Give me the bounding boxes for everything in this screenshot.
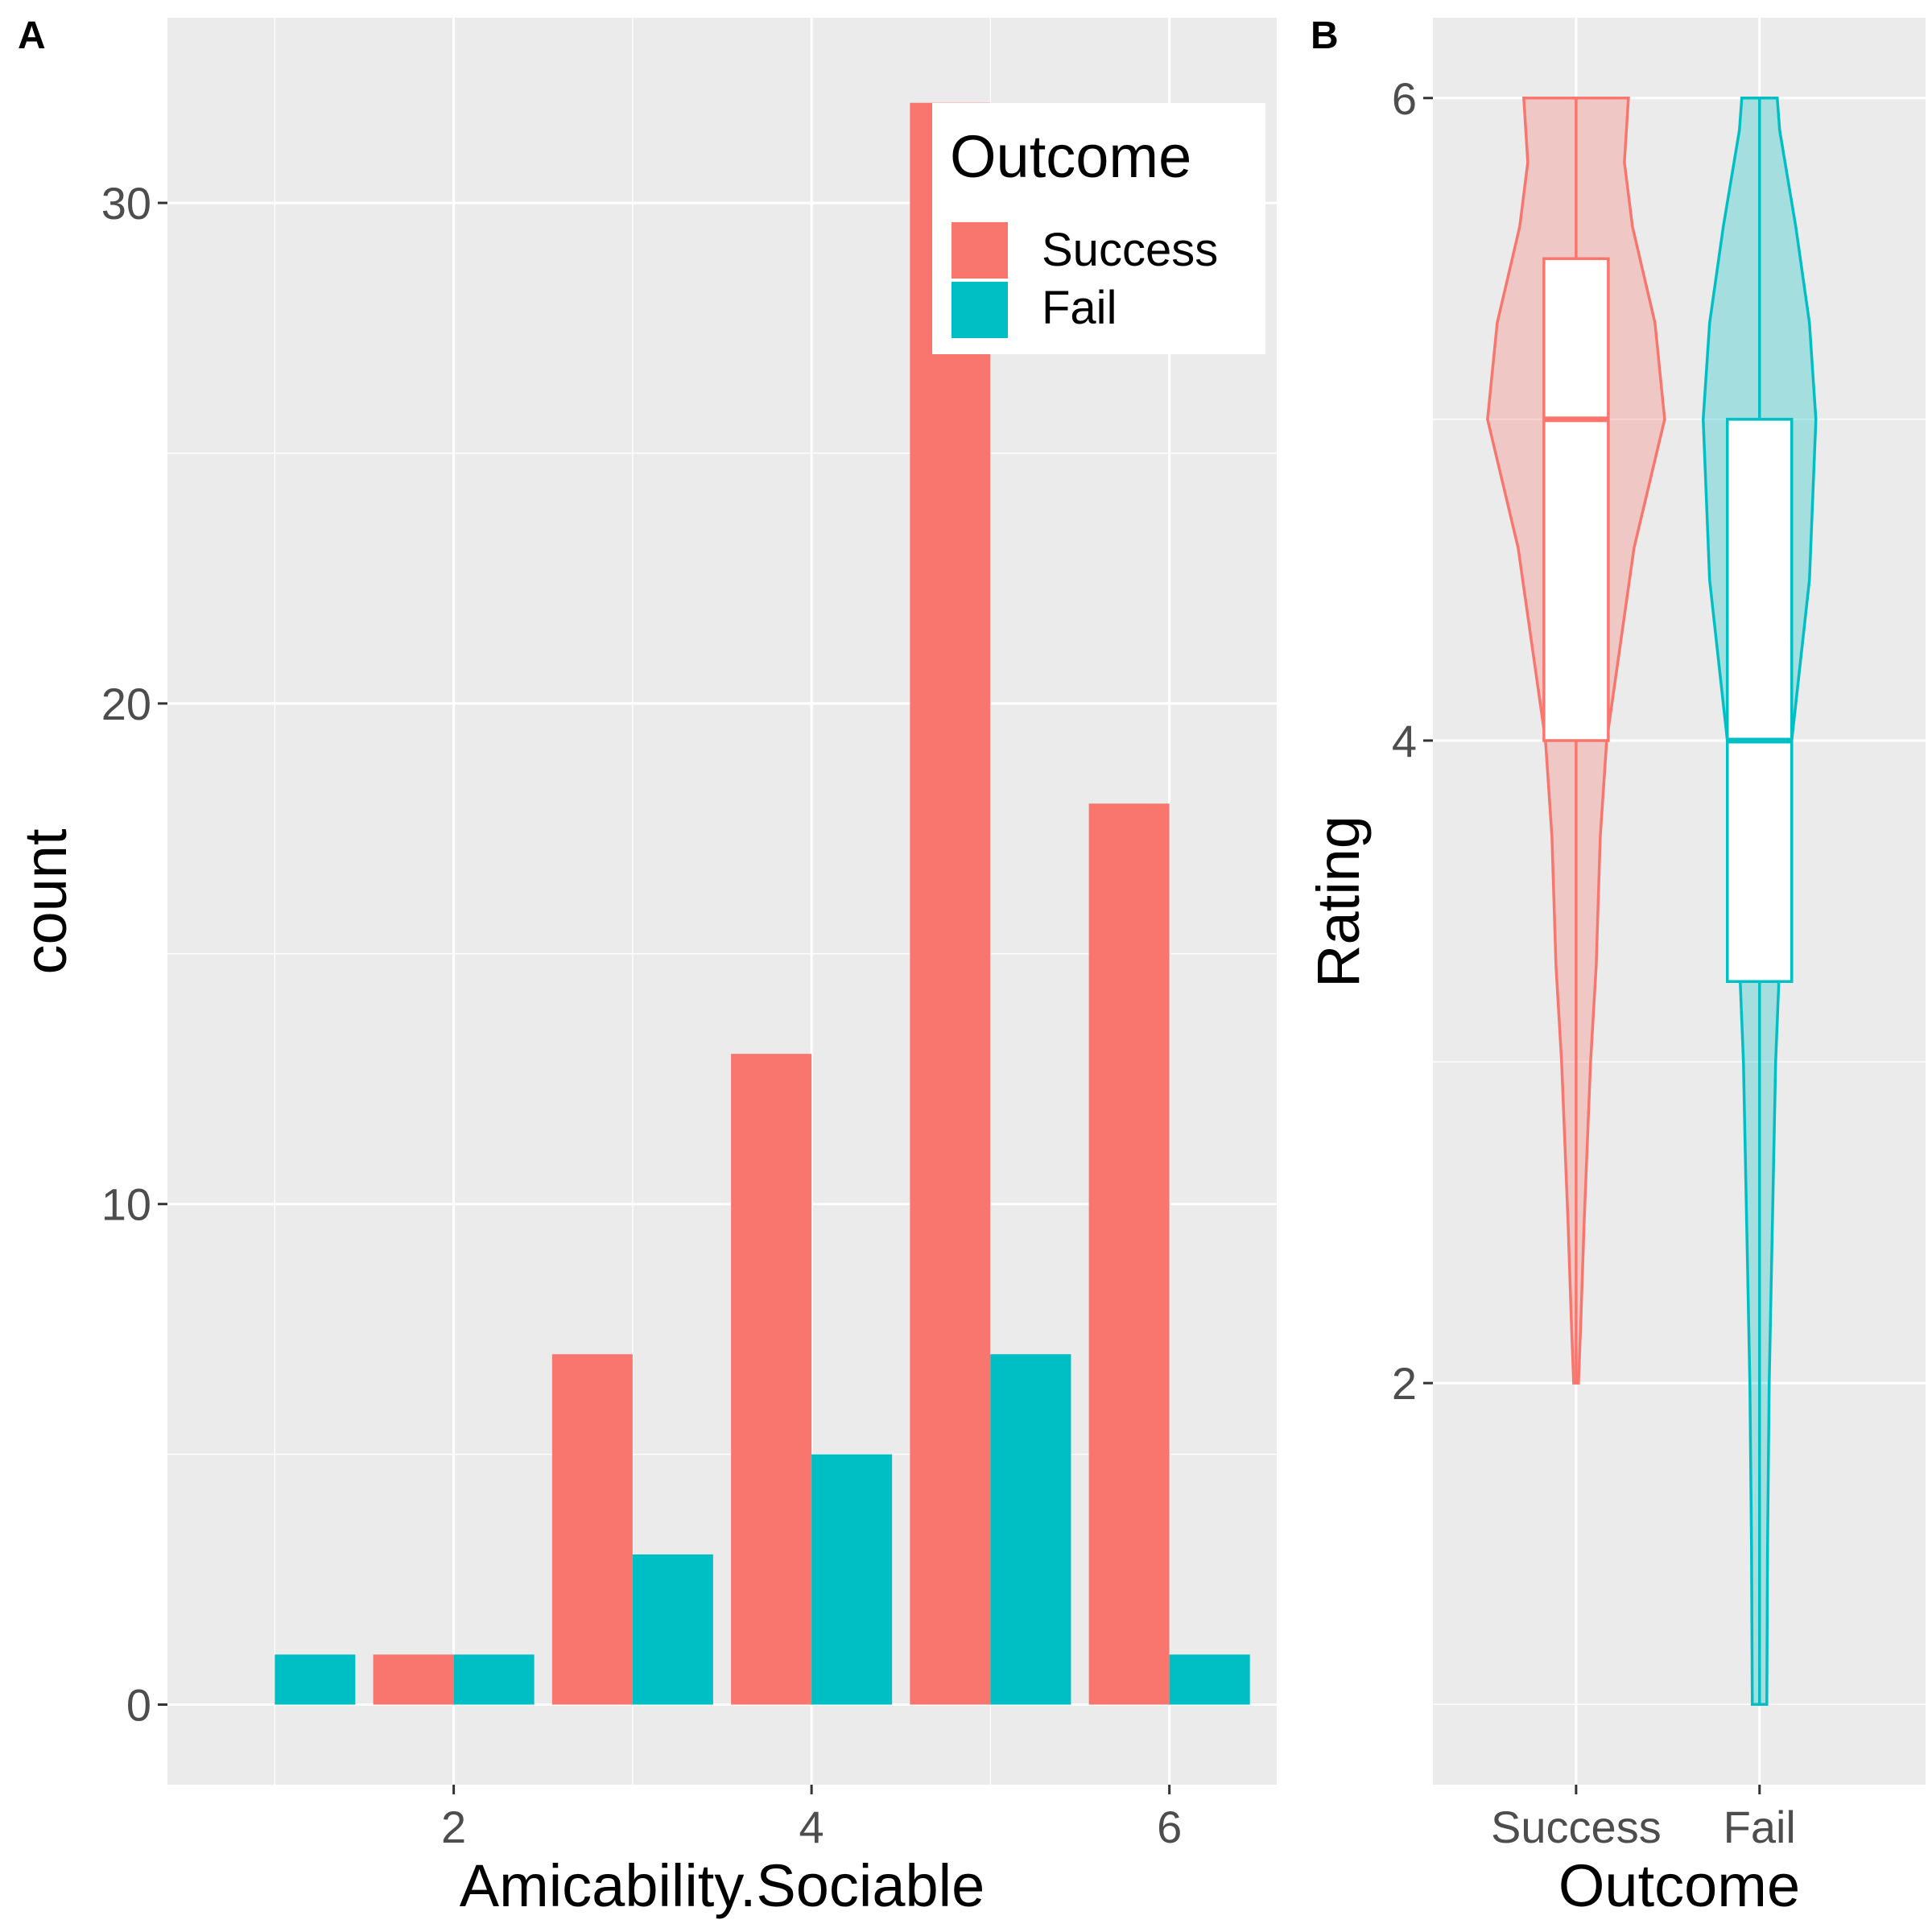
panel-a-bars xyxy=(275,102,1250,1705)
bar-fail-4 xyxy=(811,1454,893,1705)
bar-success-3 xyxy=(551,1354,633,1705)
panel-b-x-axis-title: Outcome xyxy=(1558,1852,1800,1919)
bar-success-6 xyxy=(1088,803,1170,1705)
legend-label-fail: Fail xyxy=(1042,282,1117,334)
box-success xyxy=(1542,257,1610,742)
bar-success-4 xyxy=(731,1054,812,1705)
panel-a-y-axis-title: count xyxy=(12,828,79,974)
panel-a-x-tick-label: 6 xyxy=(1157,1802,1182,1852)
panel-a-y-tick-label: 30 xyxy=(101,178,151,229)
bar-fail-5 xyxy=(990,1354,1071,1705)
panel-a-y-tick-label: 10 xyxy=(101,1179,151,1230)
panel-b-y-tick-label: 4 xyxy=(1392,716,1417,766)
legend-label-success: Success xyxy=(1042,224,1218,276)
panel-a-x-axis-title: Amicability.Sociable xyxy=(460,1852,985,1919)
panel-a-x-ticks: 2 4 6 xyxy=(441,1785,1182,1852)
panel-a: A 0 10 20 30 2 4 6 Amicability.Sociable count… xyxy=(12,14,1277,1919)
panel-a-x-tick-label: 2 xyxy=(441,1802,466,1852)
box-fail xyxy=(1726,418,1794,984)
bar-fail-2 xyxy=(453,1654,535,1705)
panel-b-x-tick-label: Fail xyxy=(1724,1802,1796,1852)
bar-fail-6 xyxy=(1169,1654,1250,1705)
panel-a-y-ticks: 0 10 20 30 xyxy=(101,178,167,1731)
panel-b-y-tick-label: 2 xyxy=(1392,1358,1417,1409)
bar-success-5 xyxy=(910,102,991,1705)
legend-title: Outcome xyxy=(950,123,1191,190)
legend-key-fail xyxy=(952,282,1008,338)
panel-a-label: A xyxy=(18,14,46,57)
panel-b-x-ticks: Success Fail xyxy=(1491,1785,1796,1852)
legend-key-success xyxy=(952,222,1008,279)
panel-b-y-tick-label: 6 xyxy=(1392,73,1417,124)
bar-fail-3 xyxy=(632,1554,713,1705)
panel-b-label: B xyxy=(1311,14,1339,57)
panel-a-y-tick-label: 0 xyxy=(126,1680,151,1731)
bar-success-2 xyxy=(373,1654,454,1705)
panel-a-x-tick-label: 4 xyxy=(799,1802,824,1852)
panel-b: B 2 4 6 Success Fail Outcome Rating xyxy=(1305,14,1926,1919)
bar-fail-1 xyxy=(275,1654,356,1705)
panel-a-y-tick-label: 20 xyxy=(101,679,151,729)
legend: Outcome Success Fail xyxy=(932,103,1265,354)
panel-b-x-tick-label: Success xyxy=(1491,1802,1662,1852)
panel-b-plot-background xyxy=(1433,18,1926,1785)
panel-b-y-axis-title: Rating xyxy=(1305,815,1372,988)
panel-b-violins xyxy=(1486,97,1818,1706)
panel-b-y-ticks: 2 4 6 xyxy=(1392,73,1433,1409)
